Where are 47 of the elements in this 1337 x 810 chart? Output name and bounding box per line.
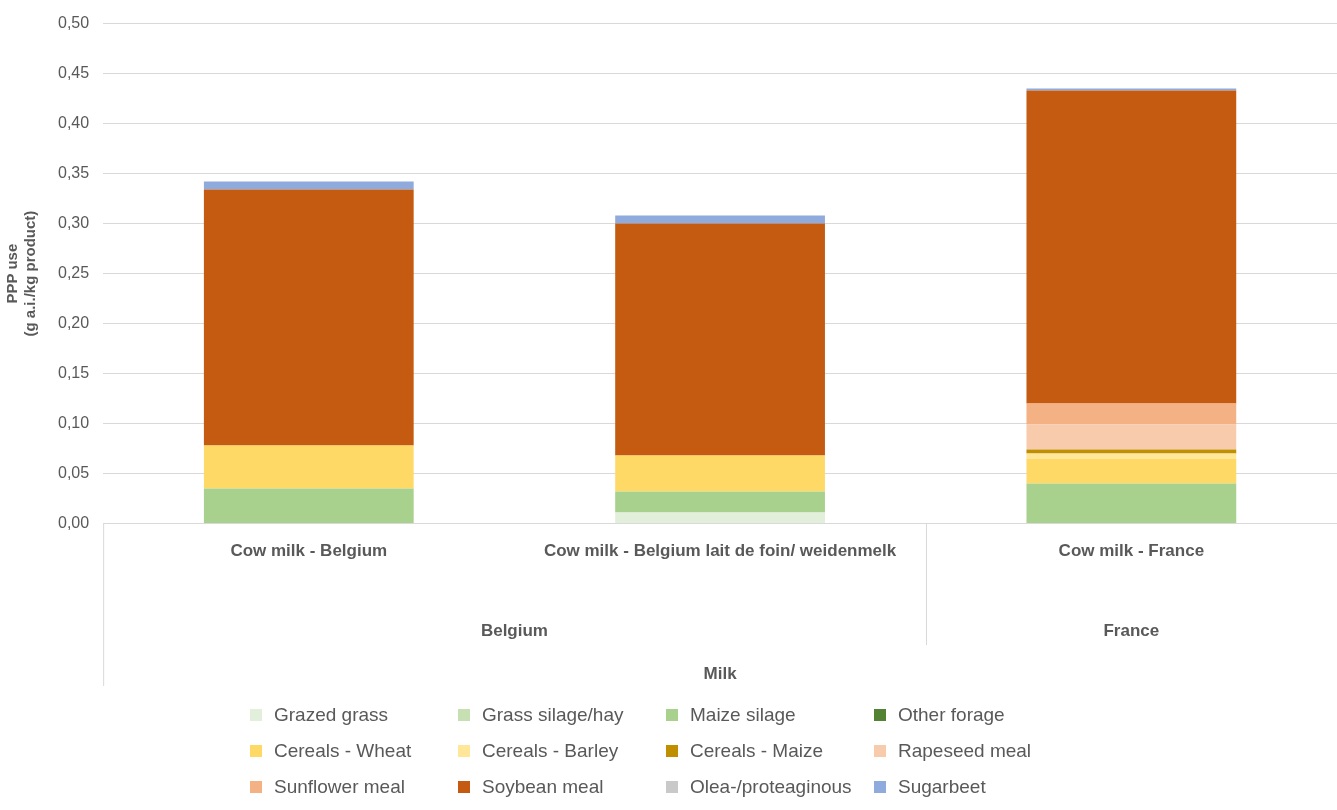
x-tick-label: Cow milk - Belgium lait de foin/ weidenmelk [543, 541, 897, 561]
bar [203, 189, 414, 446]
bar [1026, 90, 1237, 404]
legend-label: Cereals - Barley [482, 740, 619, 762]
bar [615, 223, 825, 456]
bar [615, 491, 825, 513]
text: France [1103, 620, 1160, 640]
bar [615, 215, 825, 224]
legend-label: Grass silage/hay [482, 704, 624, 726]
legend-label: Rapeseed meal [898, 740, 1032, 762]
y-tick-label: 0,00 [58, 514, 90, 532]
y-tick-label: 0,30 [58, 214, 90, 232]
x-tick-label: Cow milk - Belgium [230, 541, 388, 561]
bar [615, 455, 825, 492]
y-axis-title: PPP use (g a.i./kg product) [3, 210, 39, 337]
bar [1026, 453, 1237, 459]
legend-label: Cereals - Maize [690, 740, 824, 762]
y-tick-label: 0,45 [58, 64, 90, 82]
bar [615, 512, 825, 524]
bar [1026, 424, 1237, 450]
y-tick-label: 0,35 [58, 164, 90, 182]
y-tick-label: 0,25 [58, 264, 90, 282]
y-tick-label: 0,15 [58, 364, 90, 382]
text: Belgium [480, 620, 548, 640]
y-tick-label: 0,10 [58, 414, 90, 432]
bar [1026, 483, 1237, 524]
bar [203, 445, 414, 489]
legend-label: Other forage [898, 704, 1005, 726]
bar [1026, 458, 1237, 484]
legend-label: Soybean meal [482, 776, 604, 798]
bar [1026, 403, 1237, 425]
y-tick-label: 0,40 [58, 114, 90, 132]
y-tick-label: 0,20 [58, 314, 90, 332]
legend-label: Sugarbeet [898, 776, 986, 798]
bar [1026, 449, 1237, 454]
legend-label: Grazed grass [274, 704, 389, 726]
legend-label: Cereals - Wheat [274, 740, 412, 762]
legend-label: Olea-/proteaginous [690, 776, 852, 798]
bar [203, 181, 414, 190]
y-tick-label: 0,50 [58, 14, 90, 32]
legend-label: Maize silage [690, 704, 796, 726]
y-tick-label: 0,05 [58, 464, 90, 482]
x-tick-label: Cow milk - France [1058, 541, 1205, 561]
bar [1026, 88, 1237, 91]
bar [203, 488, 414, 524]
legend-label: Sunflower meal [274, 776, 405, 798]
text: Milk [703, 663, 738, 683]
